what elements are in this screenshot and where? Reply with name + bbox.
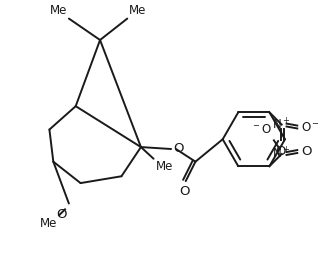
Text: Me: Me [50, 4, 67, 16]
Text: N$^+$: N$^+$ [273, 117, 291, 132]
Text: Me: Me [156, 160, 173, 173]
Text: Me: Me [40, 217, 57, 230]
Text: O: O [301, 145, 312, 158]
Text: O: O [56, 208, 67, 221]
Text: N$^+$: N$^+$ [273, 146, 291, 162]
Text: O: O [275, 145, 286, 158]
Text: O$^-$: O$^-$ [301, 121, 320, 134]
Text: Me: Me [129, 4, 147, 16]
Text: O: O [180, 185, 190, 198]
Text: O: O [173, 142, 184, 155]
Text: $^-$O: $^-$O [251, 123, 272, 136]
